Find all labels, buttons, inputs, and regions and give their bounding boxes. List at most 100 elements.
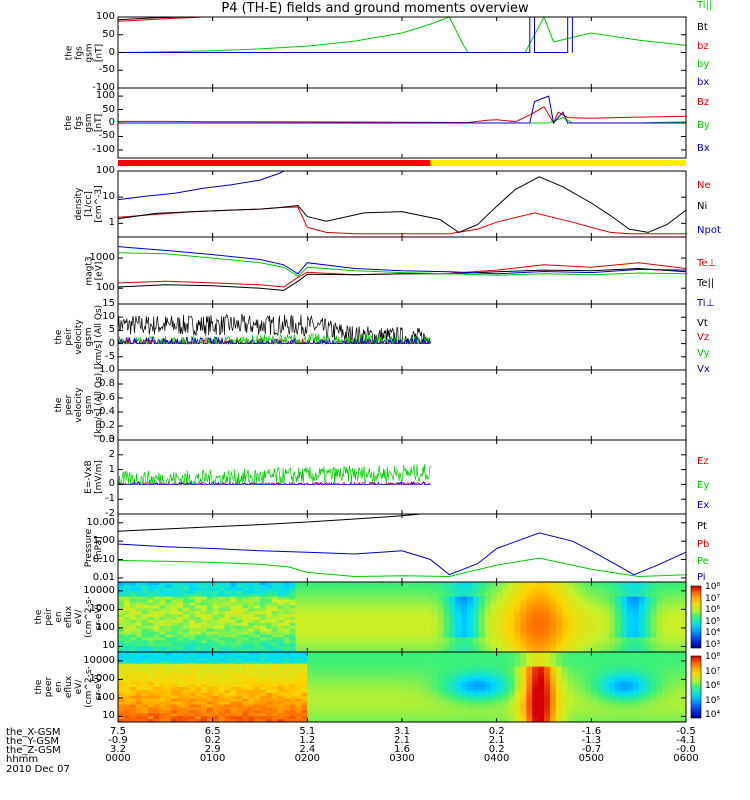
spectrogram-cell [579,643,586,647]
spectrogram-cell [407,716,415,720]
spectrogram-cell [431,678,439,682]
spectrogram-cell [419,640,427,644]
spectrogram-cell [597,625,604,630]
spectrogram-cell [147,596,155,601]
spectrogram-cell [478,698,486,703]
spectrogram-cell [615,681,622,685]
spectrogram-cell [212,684,220,688]
spectrogram-cell [407,719,415,722]
spectrogram-cell [277,689,285,694]
spectrogram-cell [206,643,214,647]
spectrogram-cell [230,663,237,668]
spectrogram-cell [271,640,279,644]
spectrogram-cell [402,666,409,671]
spectrogram-cell [567,625,575,630]
spectrogram-cell [295,649,302,652]
spectrogram-cell [224,689,231,694]
spectrogram-cell [354,605,362,609]
spectrogram-cell [520,692,527,697]
spectrogram-cell [218,622,226,627]
spectrogram-cell [402,602,409,606]
spectrogram-cell [455,590,462,595]
spectrogram-cell [254,687,261,691]
spectrogram-cell [478,611,486,615]
spectrogram-cell [206,625,214,630]
spectrogram-cell [242,710,249,714]
spectrogram-cell [609,672,616,676]
spectrogram-cell [402,660,409,665]
spectrogram-cell [165,704,172,708]
spectrogram-cell [248,605,255,609]
spectrogram-cell [342,701,350,706]
spectrogram-cell [354,652,362,656]
spectrogram-cell [224,698,231,703]
spectrogram-cell [544,710,551,714]
spectrogram-cell [348,719,356,722]
spectrogram-cell [147,605,155,609]
spectrogram-cell [342,640,350,644]
spectrogram-cell [526,660,533,665]
spectrogram-cell [555,695,563,700]
spectrogram-cell [615,663,622,668]
spectrogram-cell [123,608,131,612]
y-tick-label: 10 [102,710,115,722]
spectrogram-cell [538,634,545,638]
spectrogram-cell [283,692,291,697]
spectrogram-cell [123,707,131,711]
legend-ti: Ti|| [697,0,713,11]
spectrogram-cell [123,605,131,609]
spectrogram-cell [384,657,391,662]
spectrogram-cell [413,719,421,722]
spectrogram-cell [413,649,421,652]
spectrogram-cell [331,608,338,612]
spectrogram-cell [443,652,450,656]
spectrogram-cell [615,704,622,708]
spectrogram-cell [443,649,450,652]
spectrogram-cell [407,652,415,656]
spectrogram-cell [496,599,504,603]
spectrogram-cell [544,625,551,630]
spectrogram-cell [123,657,131,662]
spectrogram-cell [632,678,640,682]
spectrogram-cell [153,692,160,697]
spectrogram-cell [325,599,332,603]
spectrogram-cell [301,707,308,711]
spectrogram-cell [129,602,137,606]
spectrogram-cell [585,681,592,685]
spectrogram-cell [189,689,196,694]
spectrogram-cell [242,584,249,589]
spectrogram-cell [189,619,196,624]
spectrogram-cell [283,701,291,706]
spectrogram-cell [662,593,669,598]
spectrogram-cell [455,622,462,627]
spectrogram-cell [378,622,385,627]
spectrogram-cell [508,695,515,700]
spectrogram-cell [650,593,657,598]
spectrogram-cell [526,590,533,595]
spectrogram-cell [413,669,421,673]
spectrogram-cell [478,666,486,671]
spectrogram-cell [206,678,214,682]
spectrogram-cell [177,672,184,676]
spectrogram-cell [609,654,616,659]
spectrogram-cell [360,596,368,601]
spectrogram-cell [514,631,521,636]
spectrogram-cell [407,617,415,621]
spectrogram-cell [277,605,285,609]
spectrogram-cell [650,590,657,595]
spectrogram-cell [265,643,273,647]
spectrogram-cell [419,590,427,595]
spectrogram-cell [419,678,427,682]
spectrogram-cell [165,678,172,682]
spectrogram-cell [271,622,279,627]
spectrogram-cell [183,669,190,673]
spectrogram-cell [437,617,444,621]
spectrogram-cell [674,689,681,694]
spectrogram-cell [141,672,149,676]
y-tick-label: -50 [98,130,115,142]
spectrogram-cell [680,684,686,688]
spectrogram-cell [307,675,314,679]
spectrogram-cell [200,628,208,633]
spectrogram-cell [502,687,510,691]
x-tick-label: 2.1 [488,735,505,746]
